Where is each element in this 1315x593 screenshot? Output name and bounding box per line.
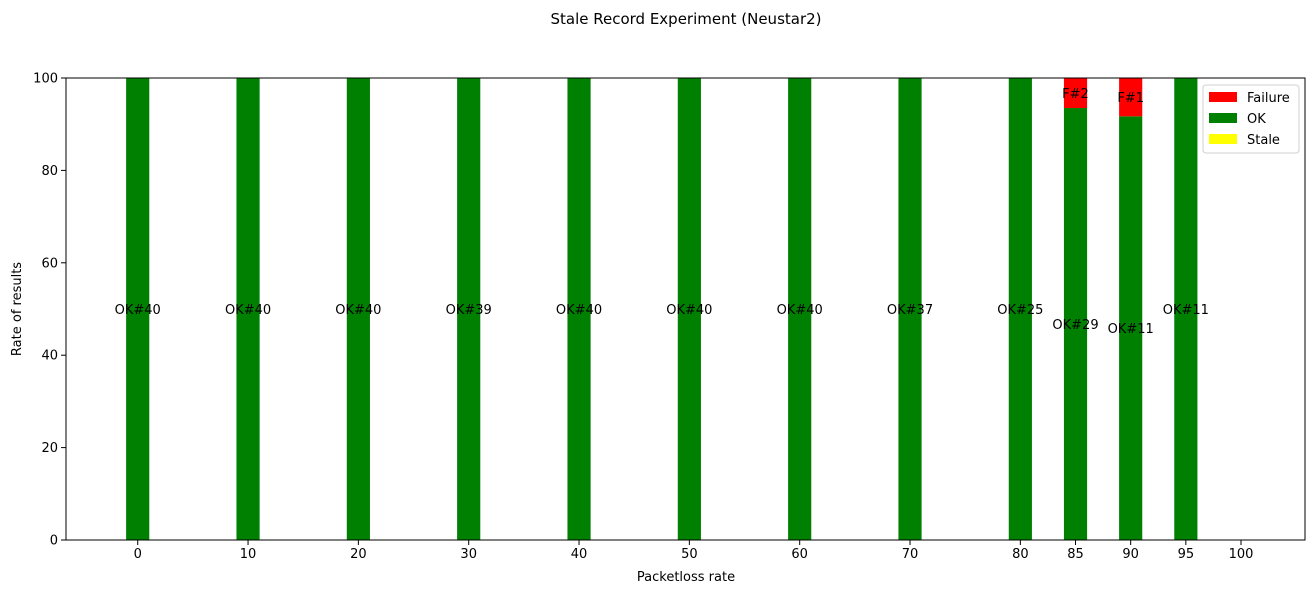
x-tick-label: 90 — [1122, 547, 1139, 562]
bar-failure — [1119, 78, 1143, 117]
y-tick-label: 20 — [41, 441, 58, 456]
y-tick-label: 100 — [33, 72, 58, 87]
bar-ok — [1008, 78, 1032, 540]
x-tick-label: 70 — [902, 547, 919, 562]
x-tick-label: 60 — [791, 547, 808, 562]
x-tick-label: 40 — [571, 547, 588, 562]
bar-data-label: OK#40 — [335, 303, 381, 318]
bar-data-label: OK#40 — [115, 303, 161, 318]
legend-label-stale: Stale — [1247, 133, 1280, 148]
bar-data-label: OK#39 — [446, 303, 492, 318]
legend-swatch-stale — [1209, 134, 1237, 144]
bar-data-label: OK#40 — [225, 303, 271, 318]
bar-ok — [346, 78, 370, 540]
bar-ok — [236, 78, 260, 540]
x-tick-label: 20 — [350, 547, 367, 562]
chart-title: Stale Record Experiment (Neustar2) — [550, 10, 821, 28]
legend-label-ok: OK — [1247, 112, 1266, 127]
bar-data-label: F#2 — [1062, 87, 1089, 102]
legend: Failure OK Stale — [1202, 84, 1300, 154]
bar-data-label: OK#25 — [997, 303, 1043, 318]
y-tick-label: 0 — [50, 534, 58, 549]
bar-ok — [677, 78, 701, 540]
x-ticks-group: 0 10 20 30 40 50 60 70 80 85 90 95 100 — [134, 540, 1254, 562]
bar-data-label: OK#37 — [887, 303, 933, 318]
x-tick-label: 80 — [1012, 547, 1029, 562]
y-axis-label: Rate of results — [10, 262, 25, 356]
bar-data-label: OK#11 — [1163, 303, 1209, 318]
bar-ok — [898, 78, 922, 540]
bar-data-label: OK#40 — [556, 303, 602, 318]
x-tick-label: 10 — [240, 547, 257, 562]
x-tick-label: 0 — [134, 547, 142, 562]
bar-ok — [567, 78, 591, 540]
x-tick-label: 95 — [1178, 547, 1195, 562]
y-tick-label: 80 — [41, 164, 58, 179]
x-tick-label: 100 — [1229, 547, 1254, 562]
y-tick-label: 40 — [41, 349, 58, 364]
legend-label-failure: Failure — [1247, 91, 1290, 106]
bar-data-label: F#1 — [1117, 91, 1144, 106]
x-axis-label: Packetloss rate — [637, 570, 735, 585]
bar-data-label: OK#11 — [1108, 322, 1154, 337]
bar-data-label: OK#29 — [1052, 318, 1098, 333]
bar-failure — [1063, 78, 1088, 109]
bar-ok — [788, 78, 812, 540]
plot-frame — [65, 77, 1306, 541]
legend-swatch-failure — [1209, 92, 1237, 102]
bar-labels-group: OK#40 OK#40 OK#40 OK#39 OK#40 OK#40 OK#40 OK#37… — [115, 87, 1209, 337]
legend-swatch-ok — [1209, 113, 1237, 123]
bar-ok — [1174, 78, 1198, 540]
bar-ok — [1119, 116, 1143, 540]
x-tick-label: 30 — [460, 547, 477, 562]
bar-data-label: OK#40 — [666, 303, 712, 318]
bar-ok — [457, 78, 481, 540]
x-tick-label: 50 — [681, 547, 698, 562]
y-tick-label: 60 — [41, 256, 58, 271]
x-tick-label: 85 — [1067, 547, 1084, 562]
bar-ok — [1063, 108, 1088, 540]
bars-group — [126, 78, 1198, 540]
y-ticks-group: 0 20 40 60 80 100 — [33, 72, 66, 549]
bar-ok — [126, 78, 150, 540]
bar-data-label: OK#40 — [777, 303, 823, 318]
